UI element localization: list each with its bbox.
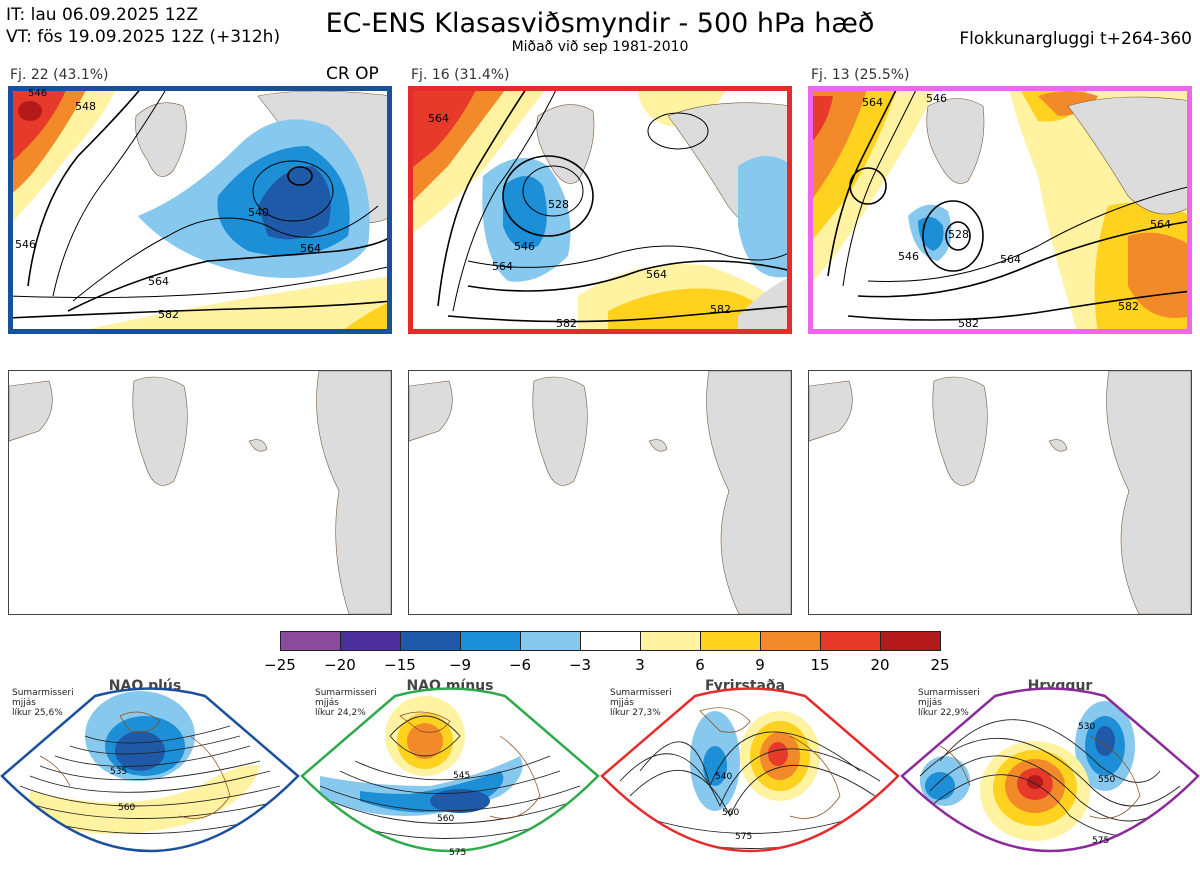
contour-label: 546	[514, 240, 535, 253]
contour-label: 540	[715, 772, 733, 782]
regime-nao-minus[interactable]: NAO mínus Sumarmisseri mjjás líkur 24,2%	[300, 676, 600, 871]
contour-label: 564	[862, 96, 883, 109]
contour-label: 564	[1000, 253, 1021, 266]
contour-label: 575	[735, 832, 753, 842]
contour-label: 546	[898, 250, 919, 263]
colorbar-tick: 20	[870, 656, 890, 674]
contour-label: 560	[722, 808, 740, 818]
colorbar-tick: 15	[810, 656, 830, 674]
header-left: IT: lau 06.09.2025 12Z VT: fös 19.09.202…	[6, 4, 280, 48]
colorbar-tick: −15	[384, 656, 416, 674]
colorbar-tick: −3	[568, 656, 592, 674]
colorbar-swatch	[700, 631, 761, 651]
contour-label: 545	[453, 771, 471, 781]
contour-label: 546	[15, 238, 36, 251]
contour-label: 546	[926, 92, 947, 105]
contour-label: 530	[1078, 722, 1096, 732]
cluster-1-tag: CR OP	[326, 64, 379, 84]
cluster-3-label: Fj. 13 (25.5%)	[811, 67, 910, 83]
contour-label: 564	[428, 112, 449, 125]
contour-label: 535	[110, 767, 128, 777]
regime-info: Sumarmisseri mjjás líkur 22,9%	[918, 688, 980, 718]
colorbar-tick: −20	[324, 656, 356, 674]
colorbar-swatch	[760, 631, 821, 651]
contour-label: 564	[300, 242, 321, 255]
regime-info: Sumarmisseri mjjás líkur 27,3%	[610, 688, 672, 718]
contour-label: 528	[948, 228, 969, 241]
contour-label: 528	[548, 198, 569, 211]
contour-label: 582	[1118, 300, 1139, 313]
cluster-map-3[interactable]	[808, 86, 1192, 334]
valid-time: VT: fös 19.09.2025 12Z (+312h)	[6, 27, 281, 47]
regime-info: Sumarmisseri mjjás líkur 25,6%	[12, 688, 74, 718]
colorbar-swatch	[640, 631, 701, 651]
contour-label: 548	[75, 100, 96, 113]
empty-map-2	[408, 370, 792, 615]
colorbar-tick: 25	[930, 656, 950, 674]
cluster-map-2[interactable]	[408, 86, 792, 334]
empty-map-3	[808, 370, 1192, 615]
colorbar-tick: 6	[695, 656, 705, 674]
page-subtitle: Miðað við sep 1981-2010	[511, 39, 689, 55]
cluster-2-label: Fj. 16 (31.4%)	[411, 67, 510, 83]
colorbar-swatch	[460, 631, 521, 651]
colorbar-swatch	[400, 631, 461, 651]
colorbar-tick: −25	[264, 656, 296, 674]
regime-ridge[interactable]: Hryggur Sumarmisseri mjjás líkur 22,9%	[900, 676, 1200, 871]
colorbar-swatch	[580, 631, 641, 651]
colorbar-swatch	[280, 631, 341, 651]
colorbar-swatch	[340, 631, 401, 651]
contour-label: 546	[28, 88, 48, 99]
cluster-1-label: Fj. 22 (43.1%)	[10, 67, 109, 83]
regime-nao-plus[interactable]: NAO plús Sumarmisseri mjjás líkur 25,6%	[0, 676, 300, 871]
regime-info: Sumarmisseri mjjás líkur 24,2%	[315, 688, 377, 718]
contour-label: 575	[449, 848, 467, 858]
contour-label: 564	[1150, 218, 1171, 231]
contour-label: 582	[158, 308, 179, 321]
contour-label: 582	[556, 317, 577, 330]
colorbar-tick: 3	[635, 656, 645, 674]
contour-label: 564	[492, 260, 513, 273]
empty-map-1	[8, 370, 392, 615]
initial-time: IT: lau 06.09.2025 12Z	[6, 5, 198, 25]
colorbar-swatch	[880, 631, 941, 651]
contour-label: 560	[437, 814, 455, 824]
classification-window: Flokkunargluggi t+264-360	[959, 29, 1192, 49]
contour-label: 582	[710, 303, 731, 316]
colorbar-swatch	[820, 631, 881, 651]
contour-label: 540	[248, 206, 269, 219]
contour-label: 582	[958, 317, 979, 330]
contour-label: 564	[148, 275, 169, 288]
colorbar-tick: −6	[508, 656, 532, 674]
contour-label: 550	[1098, 775, 1116, 785]
regime-blocking[interactable]: Fyrirstaða Sumarmisseri mjjás líkur 27,3%	[600, 676, 900, 871]
colorbar-tick: 9	[755, 656, 765, 674]
cluster-map-1[interactable]	[8, 86, 392, 334]
contour-label: 560	[118, 803, 136, 813]
colorbar-tick: −9	[448, 656, 472, 674]
contour-label: 564	[646, 268, 667, 281]
colorbar-swatch	[520, 631, 581, 651]
page-title: EC-ENS Klasasviðsmyndir - 500 hPa hæð	[325, 8, 875, 39]
contour-label: 575	[1092, 836, 1110, 846]
